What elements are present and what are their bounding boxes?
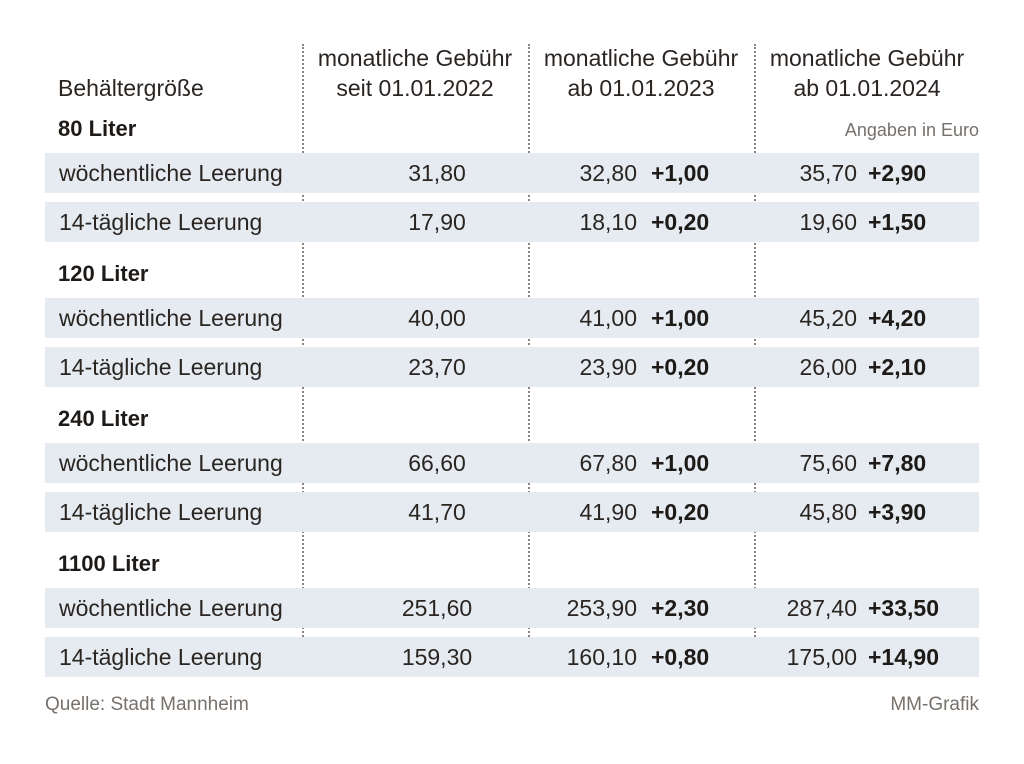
value-2023: 160,10 bbox=[566, 644, 637, 670]
row-label: wöchentliche Leerung bbox=[59, 305, 283, 331]
value-2024: 287,40 bbox=[786, 595, 857, 621]
delta-2023: +0,80 bbox=[651, 644, 710, 670]
table-row: 14-tägliche Leerung 41,70 41,90 +0,20 45… bbox=[45, 492, 979, 532]
delta-2023: +1,00 bbox=[651, 160, 710, 186]
table-row: wöchentliche Leerung 40,00 41,00 +1,00 4… bbox=[45, 298, 979, 338]
row-label: 14-tägliche Leerung bbox=[59, 499, 263, 525]
row-label: wöchentliche Leerung bbox=[59, 160, 283, 186]
delta-2023: +0,20 bbox=[651, 209, 710, 235]
row-label: 14-tägliche Leerung bbox=[59, 209, 263, 235]
table-row: 14-tägliche Leerung 159,30 160,10 +0,80 … bbox=[45, 637, 979, 677]
value-2024: 45,80 bbox=[799, 499, 857, 525]
value-2023: 41,00 bbox=[579, 305, 637, 331]
table-row: 14-tägliche Leerung 17,90 18,10 +0,20 19… bbox=[45, 202, 979, 242]
delta-2024: +1,50 bbox=[868, 209, 927, 235]
value-2022: 40,00 bbox=[408, 305, 466, 331]
table-row: wöchentliche Leerung 66,60 67,80 +1,00 7… bbox=[45, 443, 979, 483]
delta-2023: +0,20 bbox=[651, 499, 710, 525]
value-2024: 75,60 bbox=[799, 450, 857, 476]
column-header-container-size: Behältergröße bbox=[58, 75, 204, 101]
value-2022: 41,70 bbox=[408, 499, 466, 525]
delta-2023: +1,00 bbox=[651, 450, 710, 476]
value-2022: 159,30 bbox=[401, 644, 473, 670]
graphic-credit: MM-Grafik bbox=[890, 694, 979, 715]
value-2022: 31,80 bbox=[408, 160, 466, 186]
group-title-1100-liter: 1100 Liter bbox=[58, 551, 160, 576]
row-label: 14-tägliche Leerung bbox=[59, 354, 263, 380]
delta-2024: +3,90 bbox=[868, 499, 927, 525]
delta-2024: +2,10 bbox=[868, 354, 927, 380]
column-header-2023-line2: ab 01.01.2023 bbox=[567, 75, 715, 101]
table-row: 14-tägliche Leerung 23,70 23,90 +0,20 26… bbox=[45, 347, 979, 387]
source-note: Quelle: Stadt Mannheim bbox=[45, 694, 249, 715]
value-2023: 18,10 bbox=[579, 209, 637, 235]
column-header-2024-line1: monatliche Gebühr bbox=[769, 45, 965, 71]
row-label: wöchentliche Leerung bbox=[59, 595, 283, 621]
value-2024: 45,20 bbox=[799, 305, 857, 331]
group-title-80-liter: 80 Liter bbox=[58, 116, 137, 141]
value-2024: 19,60 bbox=[799, 209, 857, 235]
delta-2023: +1,00 bbox=[651, 305, 710, 331]
column-header-2022-line1: monatliche Gebühr bbox=[317, 45, 513, 71]
value-2024: 35,70 bbox=[799, 160, 857, 186]
delta-2024: +4,20 bbox=[868, 305, 927, 331]
value-2023: 67,80 bbox=[579, 450, 637, 476]
unit-note: Angaben in Euro bbox=[844, 120, 979, 140]
value-2023: 253,90 bbox=[566, 595, 637, 621]
group-title-120-liter: 120 Liter bbox=[58, 261, 149, 286]
delta-2024: +7,80 bbox=[868, 450, 927, 476]
row-label: wöchentliche Leerung bbox=[59, 450, 283, 476]
delta-2023: +0,20 bbox=[651, 354, 710, 380]
table-row: wöchentliche Leerung 31,80 32,80 +1,00 3… bbox=[45, 153, 979, 193]
row-label: 14-tägliche Leerung bbox=[59, 644, 263, 670]
group-title-240-liter: 240 Liter bbox=[58, 406, 149, 431]
value-2024: 26,00 bbox=[799, 354, 857, 380]
value-2022: 23,70 bbox=[408, 354, 466, 380]
table-row: wöchentliche Leerung 251,60 253,90 +2,30… bbox=[45, 588, 979, 628]
delta-2024: +33,50 bbox=[868, 595, 939, 621]
delta-2024: +2,90 bbox=[868, 160, 927, 186]
value-2024: 175,00 bbox=[786, 644, 857, 670]
delta-2023: +2,30 bbox=[651, 595, 710, 621]
value-2023: 41,90 bbox=[579, 499, 637, 525]
value-2022: 251,60 bbox=[401, 595, 473, 621]
value-2022: 66,60 bbox=[408, 450, 466, 476]
value-2022: 17,90 bbox=[408, 209, 466, 235]
delta-2024: +14,90 bbox=[868, 644, 939, 670]
column-header-2023-line1: monatliche Gebühr bbox=[543, 45, 739, 71]
column-header-2024-line2: ab 01.01.2024 bbox=[793, 75, 941, 101]
column-header-2022-line2: seit 01.01.2022 bbox=[336, 75, 494, 101]
value-2023: 32,80 bbox=[579, 160, 637, 186]
value-2023: 23,90 bbox=[579, 354, 637, 380]
